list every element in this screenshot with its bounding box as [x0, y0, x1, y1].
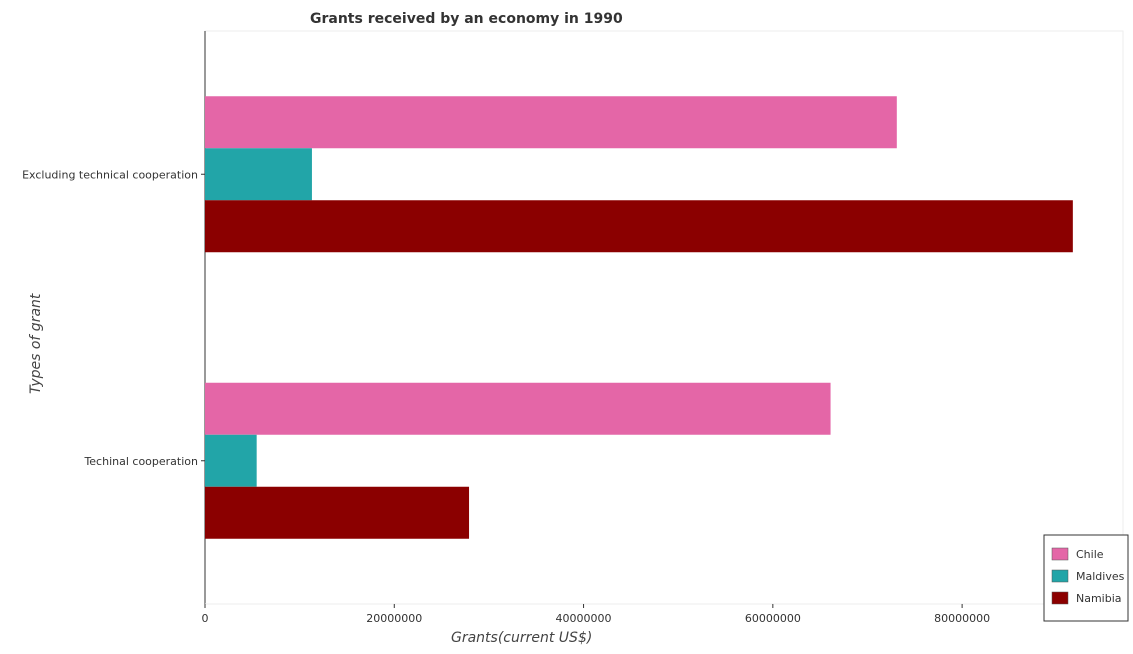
legend-swatch-chile — [1051, 547, 1069, 561]
legend-label-maldives: Maldives — [1076, 570, 1125, 583]
legend-label-chile: Chile — [1076, 548, 1104, 561]
y-axis-label: Types of grant — [28, 293, 44, 394]
y-tick-label: Excluding technical cooperation — [22, 168, 198, 181]
x-tick-label: 60000000 — [745, 612, 801, 625]
bar-namibia-0 — [205, 200, 1073, 253]
bar-maldives-1 — [205, 434, 257, 487]
x-tick-label: 80000000 — [934, 612, 990, 625]
x-tick-label: 0 — [202, 612, 209, 625]
x-tick-label: 20000000 — [366, 612, 422, 625]
legend-items: Chile Maldives Namibia — [1051, 547, 1125, 605]
legend: Chile Maldives Namibia — [1043, 534, 1129, 622]
bar-maldives-0 — [205, 148, 312, 201]
chart-title: Grants received by an economy in 1990 — [310, 11, 623, 27]
bar-chile-1 — [205, 382, 831, 435]
y-ticks-layer: Excluding technical cooperation Techinal … — [22, 168, 205, 468]
y-tick-label: Techinal cooperation — [83, 455, 198, 468]
legend-label-namibia: Namibia — [1076, 592, 1122, 605]
bars-layer — [205, 96, 1073, 539]
x-ticks-layer: 0 20000000 40000000 60000000 80000000 — [202, 604, 990, 625]
bar-namibia-1 — [205, 486, 470, 539]
legend-swatch-maldives — [1051, 569, 1069, 583]
x-tick-label: 40000000 — [556, 612, 612, 625]
legend-swatch-namibia — [1051, 591, 1069, 605]
x-axis-label: Grants(current US$) — [451, 630, 592, 646]
bar-chile-0 — [205, 96, 897, 149]
